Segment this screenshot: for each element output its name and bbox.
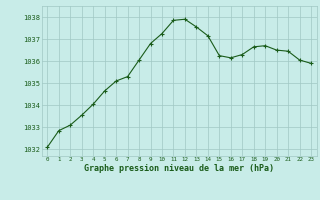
- X-axis label: Graphe pression niveau de la mer (hPa): Graphe pression niveau de la mer (hPa): [84, 164, 274, 173]
